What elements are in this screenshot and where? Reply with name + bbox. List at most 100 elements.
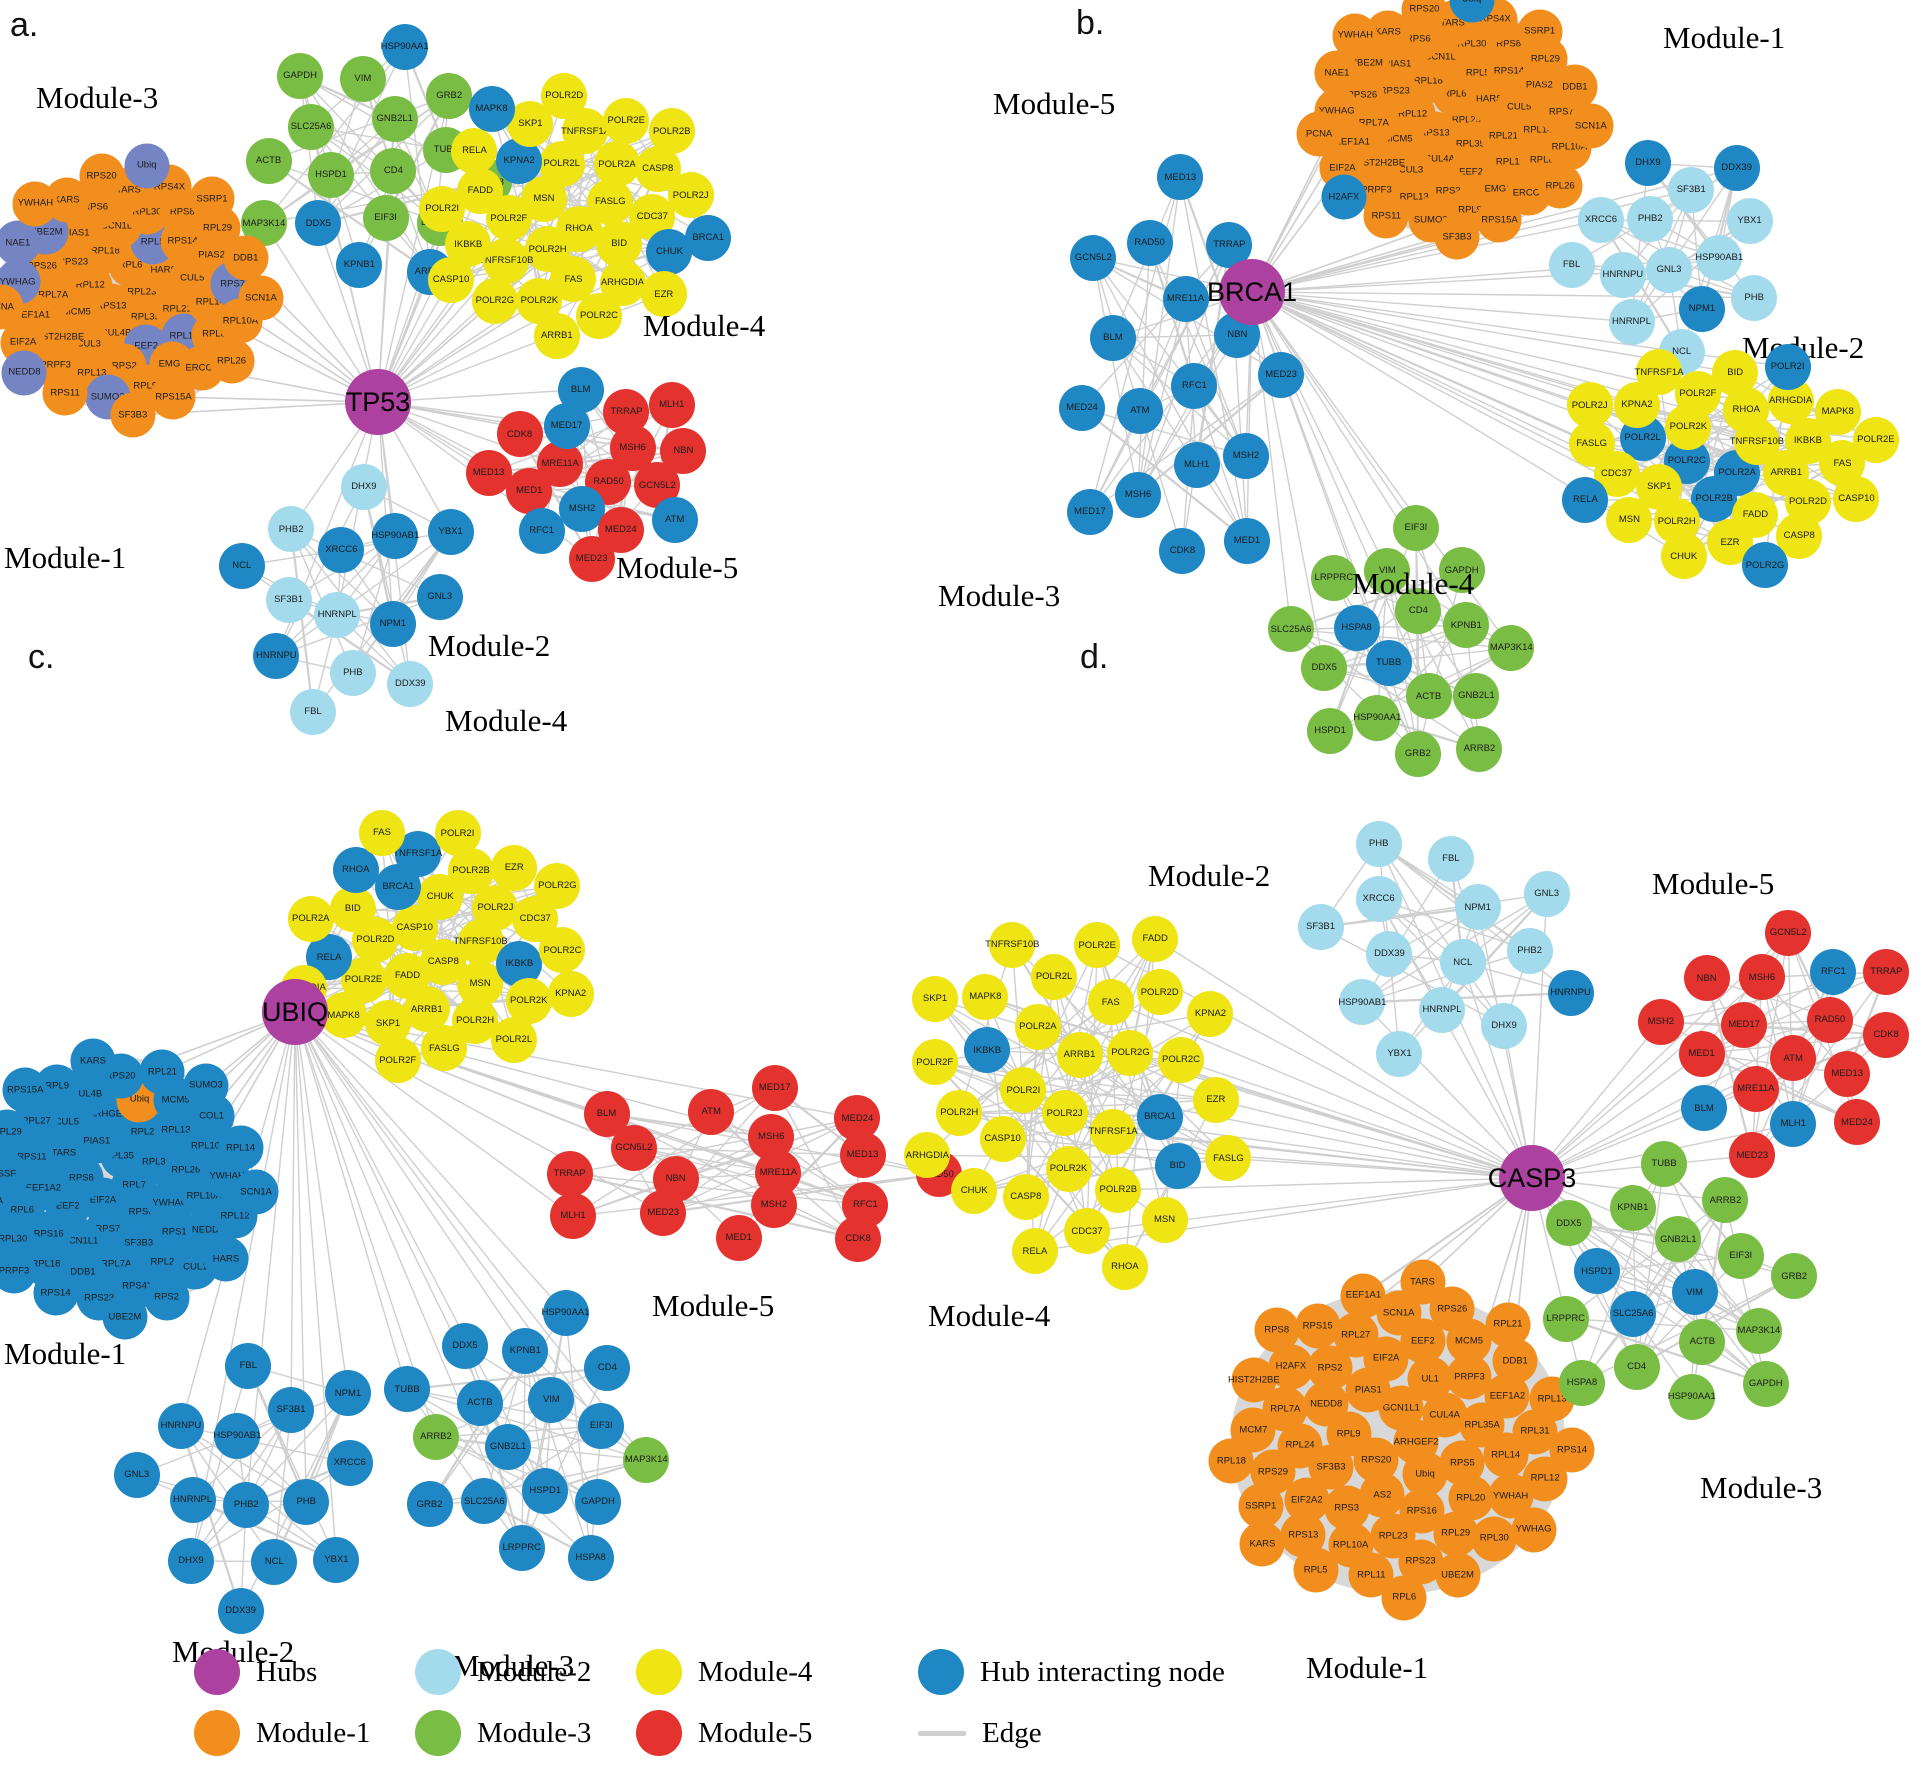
- edge: [294, 1011, 523, 1549]
- node-RPS14: RPS14: [33, 1270, 79, 1316]
- node-EZR: EZR: [640, 271, 687, 318]
- node-ACTB: ACTB: [1405, 673, 1452, 720]
- node-GNB2L1: GNB2L1: [371, 95, 418, 142]
- edge: [406, 1366, 608, 1391]
- node-POLR2I: POLR2I: [434, 810, 481, 857]
- node-DDX5: DDX5: [1545, 1200, 1592, 1247]
- edge: [190, 1011, 296, 1562]
- node-POLR2G: POLR2G: [471, 277, 518, 324]
- edge: [377, 388, 581, 403]
- legend-label: Module-5: [698, 1716, 813, 1749]
- node-HNRNPU: HNRNPU: [157, 1402, 204, 1449]
- node-MSH2: MSH2: [559, 486, 606, 533]
- edge: [294, 1011, 509, 1448]
- node-SF3B3: SF3B3: [110, 392, 156, 438]
- node-PRPF3: PRPF3: [0, 1248, 37, 1294]
- node-EIF3I: EIF3I: [362, 194, 409, 241]
- node-MED23: MED23: [1258, 351, 1305, 398]
- node-SUMO3: SUMO3: [183, 1063, 229, 1108]
- node-VIM: VIM: [339, 55, 386, 102]
- node-MSH6: MSH6: [748, 1114, 795, 1161]
- node-PHB: PHB: [1355, 820, 1402, 867]
- edge: [1137, 299, 1187, 496]
- edge: [1441, 893, 1548, 1011]
- edge: [1462, 962, 1533, 1179]
- edge: [1362, 991, 1571, 1004]
- node-POLR2K: POLR2K: [505, 977, 552, 1024]
- node-YWHAH: YWHAH: [12, 181, 58, 227]
- edge: [1320, 926, 1505, 1027]
- node-NPM1: NPM1: [1454, 884, 1501, 931]
- node-MSH6: MSH6: [1115, 472, 1162, 519]
- node-FAS: FAS: [1087, 979, 1134, 1026]
- node-DDX5: DDX5: [1301, 644, 1348, 691]
- node-CASP10: CASP10: [979, 1115, 1026, 1162]
- node-GAPDH: GAPDH: [1742, 1360, 1789, 1407]
- node-TUBB: TUBB: [1641, 1140, 1688, 1187]
- edge: [1531, 1053, 1702, 1179]
- edge: [1531, 976, 1763, 1179]
- node-EZR: EZR: [491, 844, 538, 891]
- node-VIM: VIM: [528, 1377, 575, 1424]
- legend-item-hubs: Hubs: [194, 1649, 317, 1695]
- node-DDX39: DDX39: [387, 660, 434, 707]
- node-HNRNPL: HNRNPL: [169, 1477, 216, 1523]
- node-GCN5L2: GCN5L2: [1765, 910, 1812, 957]
- node-GNL3: GNL3: [1646, 246, 1692, 293]
- legend-edge-line: [918, 1730, 966, 1736]
- node-HSPD1: HSPD1: [1573, 1248, 1620, 1295]
- module-label-module-5: Module-5: [652, 1288, 775, 1323]
- node-RPS8: RPS8: [1254, 1307, 1300, 1353]
- node-TNFRSF10B: TNFRSF10B: [985, 921, 1039, 968]
- node-HSP90AA1: HSP90AA1: [541, 1289, 590, 1336]
- legend-item-hub-interacting-node: Hub interacting node: [918, 1649, 1225, 1695]
- node-YWHAG: YWHAG: [1511, 1507, 1557, 1553]
- node-FBL: FBL: [289, 689, 336, 736]
- node-GCN5L2: GCN5L2: [1070, 235, 1117, 282]
- edge: [1636, 1275, 1795, 1368]
- node-MLH1: MLH1: [550, 1193, 597, 1240]
- node-BID: BID: [1712, 349, 1759, 396]
- node-RPL18: RPL18: [1208, 1438, 1254, 1484]
- node-BLM: BLM: [1089, 314, 1136, 361]
- edge: [294, 1011, 408, 1390]
- node-BLM: BLM: [583, 1091, 630, 1138]
- node-HARS: HARS: [203, 1236, 249, 1282]
- node-RPL30: RPL30: [1471, 1516, 1517, 1562]
- node-NCL: NCL: [218, 542, 265, 589]
- edge: [606, 1113, 772, 1139]
- legend-swatch-m5: [636, 1710, 682, 1756]
- node-POLR2J: POLR2J: [472, 884, 519, 931]
- node-PHB: PHB: [1731, 274, 1778, 321]
- node-RPL29: RPL29: [1433, 1511, 1479, 1557]
- node-BRCA1: BRCA1: [1136, 1093, 1183, 1140]
- node-EZR: EZR: [1192, 1076, 1239, 1123]
- panel-letter-b: b.: [1076, 4, 1105, 42]
- node-PHB2: PHB2: [223, 1481, 270, 1528]
- edge: [275, 531, 452, 657]
- module-label-module-2: Module-2: [428, 628, 551, 663]
- node-MRE11A: MRE11A: [1732, 1065, 1779, 1112]
- node-CD4: CD4: [370, 148, 417, 195]
- edge: [1705, 978, 1754, 1156]
- node-UL1: UL1: [1407, 1356, 1453, 1402]
- node-BRCA1: BRCA1: [685, 214, 732, 261]
- node-RPL6: RPL6: [1381, 1575, 1427, 1621]
- edge: [288, 599, 411, 685]
- edge: [1251, 291, 1325, 668]
- node-RPL21: RPL21: [1485, 1302, 1531, 1348]
- node-RPS15A: RPS15A: [1476, 197, 1522, 243]
- node-DDB1: DDB1: [1552, 64, 1598, 110]
- node-CHUK: CHUK: [646, 229, 693, 276]
- node-YWHAH: YWHAH: [1332, 13, 1378, 59]
- node-POLR2D: POLR2D: [1136, 969, 1183, 1016]
- edge: [1053, 976, 1533, 1179]
- edge: [1251, 291, 1755, 299]
- node-EIF3I: EIF3I: [578, 1402, 625, 1449]
- node-HSP90AB1: HSP90AB1: [1695, 234, 1743, 281]
- node-ARRB2: ARRB2: [412, 1414, 459, 1461]
- edge: [1706, 977, 1887, 1036]
- node-RHOA: RHOA: [332, 846, 379, 893]
- edge: [1630, 163, 1649, 322]
